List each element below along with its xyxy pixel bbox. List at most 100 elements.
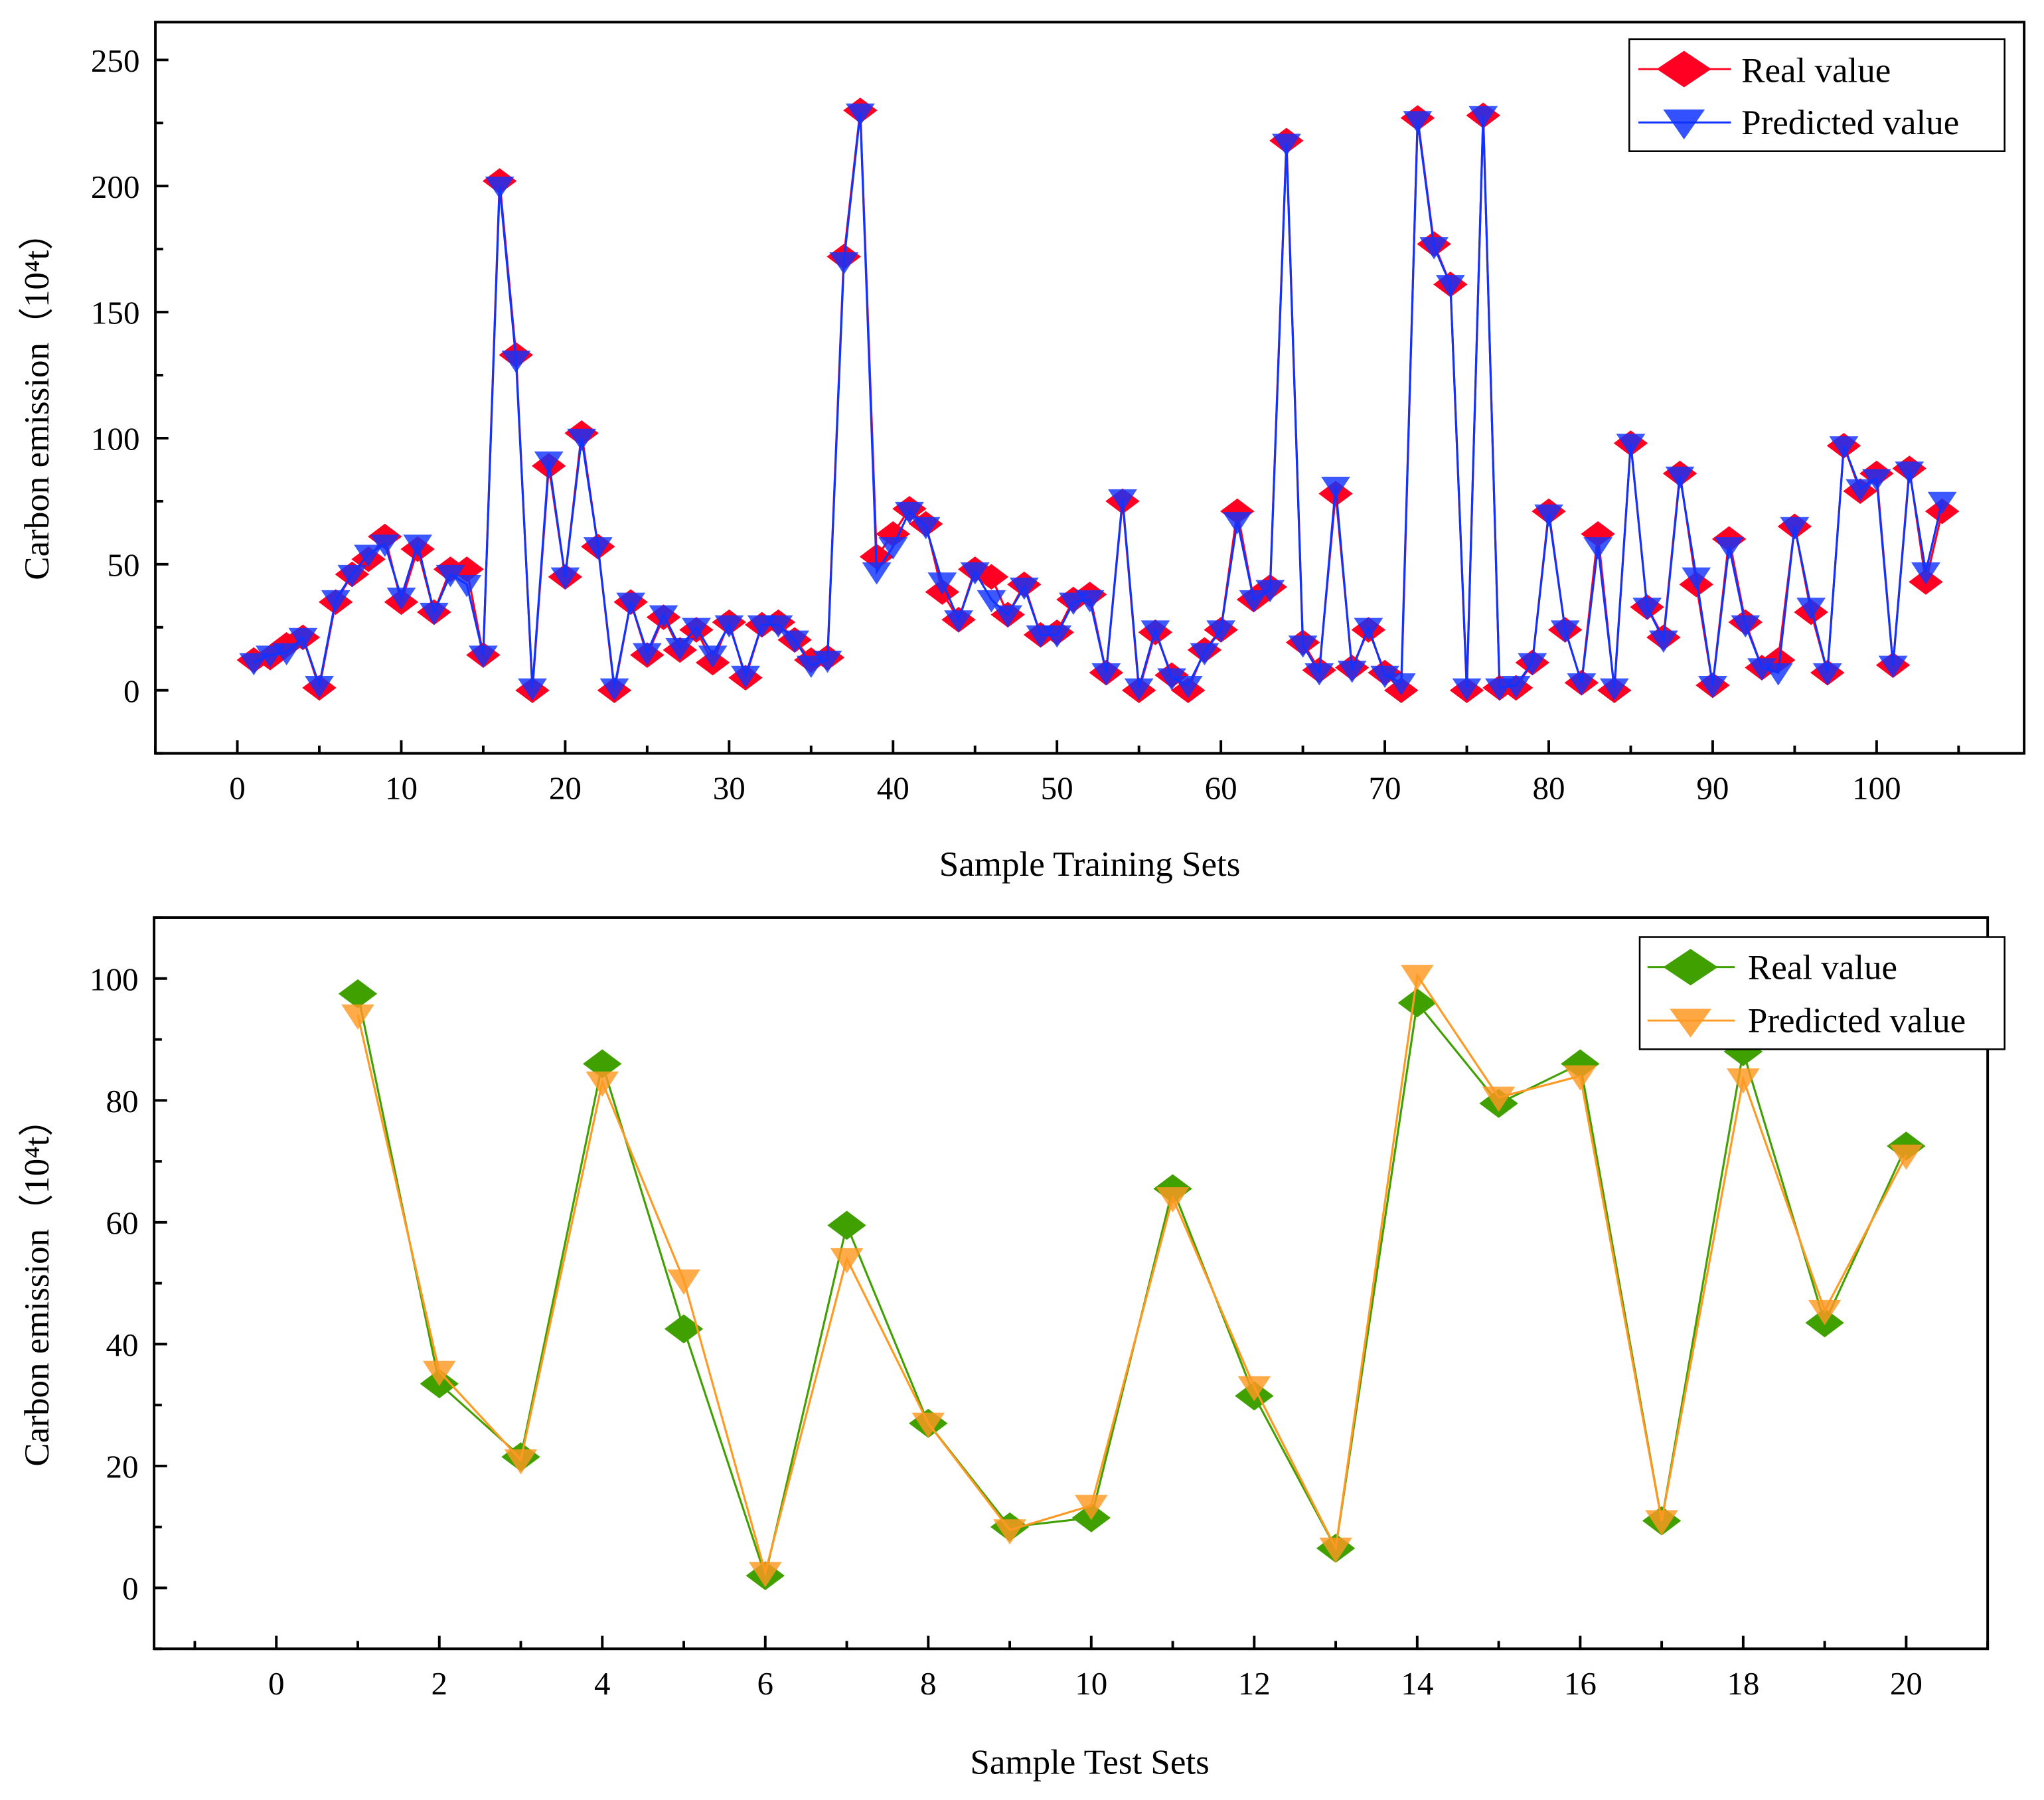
y-tick-label: 0	[123, 673, 140, 709]
data-point-triangle	[419, 602, 449, 625]
data-point-triangle	[1435, 275, 1465, 297]
data-point-triangle	[1648, 630, 1678, 653]
data-point-triangle	[1727, 1068, 1760, 1094]
data-point-triangle	[944, 610, 973, 633]
data-point-triangle	[911, 1412, 945, 1438]
y-tick-label: 150	[91, 295, 140, 331]
data-point-triangle	[993, 605, 1023, 628]
data-point-triangle	[1534, 504, 1563, 527]
data-point-triangle	[616, 592, 646, 615]
data-point-triangle	[1645, 1510, 1678, 1536]
x-tick-label: 40	[877, 770, 909, 806]
data-point-triangle	[1403, 111, 1433, 133]
data-point-triangle	[422, 1360, 456, 1386]
y-tick-label: 20	[106, 1449, 138, 1485]
data-point-triangle	[583, 537, 613, 560]
x-tick-label: 70	[1369, 770, 1401, 806]
x-tick-label: 14	[1401, 1665, 1433, 1702]
data-point-triangle	[1482, 1086, 1516, 1112]
x-tick-label: 8	[920, 1665, 937, 1702]
legend-label-predicted: Predicted value	[1741, 104, 1959, 142]
data-point-triangle	[599, 678, 629, 701]
data-point-triangle	[763, 615, 793, 638]
data-point-diamond	[827, 1210, 866, 1240]
data-point-triangle	[731, 665, 760, 689]
x-tick-label: 16	[1564, 1665, 1597, 1702]
x-axis-label: Sample Training Sets	[939, 845, 1241, 884]
data-point-triangle	[780, 630, 809, 653]
y-tick-label: 200	[91, 169, 140, 205]
x-tick-label: 100	[1852, 770, 1901, 806]
x-tick-label: 20	[1890, 1665, 1923, 1702]
data-point-triangle	[1173, 675, 1203, 698]
data-point-triangle	[239, 653, 269, 676]
data-point-triangle	[748, 1562, 782, 1588]
x-tick-label: 4	[594, 1665, 611, 1702]
data-point-triangle	[1501, 675, 1531, 698]
data-point-triangle	[1452, 678, 1482, 701]
x-tick-label: 2	[431, 1665, 447, 1702]
series-line	[253, 112, 1944, 690]
data-point-triangle	[1878, 655, 1908, 679]
legend-label-real: Real value	[1741, 52, 1891, 90]
data-point-triangle	[911, 517, 941, 540]
data-point-triangle	[1518, 653, 1547, 676]
data-point-triangle	[518, 678, 547, 701]
data-point-triangle	[1091, 663, 1121, 686]
y-tick-label: 80	[106, 1083, 138, 1119]
data-point-triangle	[567, 428, 596, 451]
data-point-triangle	[1846, 479, 1875, 502]
data-point-triangle	[1796, 598, 1826, 620]
data-point-triangle	[272, 643, 301, 666]
data-point-triangle	[927, 572, 957, 595]
legend-triangle-icon	[1663, 109, 1705, 140]
data-point-triangle	[1889, 1144, 1923, 1170]
data-point-triangle	[501, 351, 531, 373]
data-point-triangle	[1401, 965, 1434, 991]
data-point-triangle	[682, 617, 711, 641]
data-point-triangle	[1665, 466, 1695, 489]
x-tick-label: 80	[1532, 770, 1565, 806]
data-point-triangle	[895, 501, 924, 525]
y-tick-label: 40	[106, 1327, 138, 1363]
data-point-triangle	[667, 1269, 700, 1295]
axes: 0 10 20 30 40 50 60 70 80 90 100 0 50 100 150 200 250	[91, 21, 2026, 806]
x-tick-label: 30	[713, 770, 746, 806]
x-tick-label: 10	[385, 770, 418, 806]
data-point-triangle	[1288, 635, 1318, 658]
data-point-triangle	[862, 562, 892, 585]
series-predicted	[239, 103, 1957, 701]
x-tick-label: 0	[229, 770, 246, 806]
y-tick-label: 100	[91, 421, 140, 457]
data-point-triangle	[1140, 620, 1170, 643]
data-point-triangle	[386, 588, 416, 610]
data-point-triangle	[1009, 577, 1039, 600]
data-point-triangle	[1042, 625, 1072, 648]
data-point-triangle	[1354, 617, 1383, 641]
data-point-triangle	[403, 534, 433, 557]
x-tick-label: 50	[1041, 770, 1073, 806]
data-point-triangle	[1563, 1065, 1597, 1091]
data-point-triangle	[1682, 567, 1711, 590]
test-chart: 0 2 4 6 8 10 12 14 16 18 20 0 20 40 60 80 100 Carbon emi…	[18, 916, 2005, 1782]
data-point-triangle	[796, 655, 826, 679]
data-point-triangle	[714, 615, 744, 638]
legend-triangle-icon	[1670, 1009, 1711, 1038]
data-point-triangle	[632, 643, 662, 666]
x-tick-label: 18	[1727, 1665, 1759, 1702]
legend-diamond-icon	[1656, 50, 1711, 88]
y-tick-label: 60	[106, 1205, 138, 1242]
series-predicted	[341, 965, 1923, 1588]
x-tick-label: 60	[1205, 770, 1237, 806]
data-point-triangle	[649, 605, 678, 628]
x-tick-label: 12	[1238, 1665, 1271, 1702]
data-point-triangle	[1808, 1299, 1842, 1325]
data-point-triangle	[1370, 665, 1399, 689]
training-chart: 0 10 20 30 40 50 60 70 80 90 100 0 50 100 150 200 250 Ca…	[18, 21, 2026, 884]
data-point-diamond	[1397, 988, 1437, 1018]
data-point-diamond	[338, 979, 378, 1009]
data-point-triangle	[305, 675, 334, 698]
legend-label-real: Real value	[1748, 948, 1897, 987]
data-point-triangle	[534, 451, 564, 474]
data-point-triangle	[1567, 673, 1597, 696]
